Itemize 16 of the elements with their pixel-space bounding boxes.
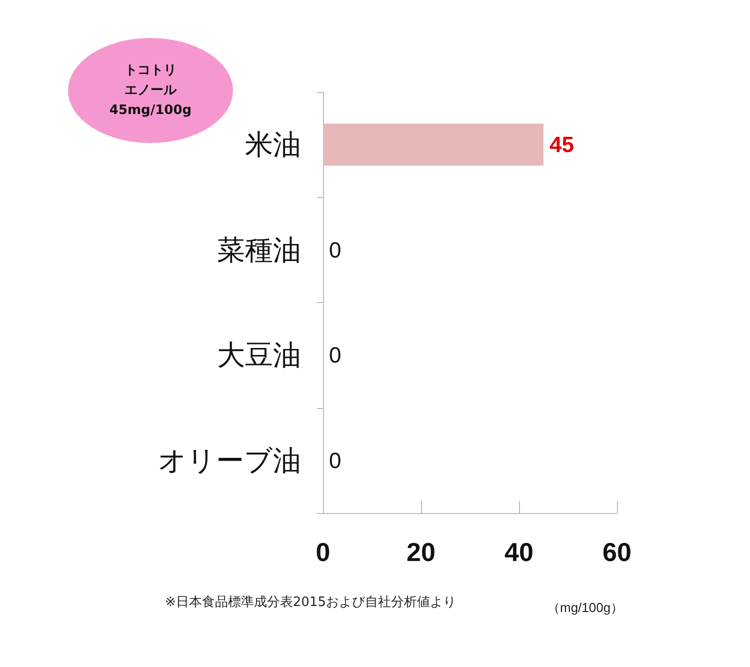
x-tick-label: 20 xyxy=(406,537,436,567)
data-label: 0 xyxy=(329,448,342,473)
data-label: 0 xyxy=(329,237,342,262)
y-tick-label: オリーブ油 xyxy=(158,444,301,477)
y-tick-label: 大豆油 xyxy=(217,338,301,372)
data-label: 45 xyxy=(550,132,574,158)
text: トコトリエノール xyxy=(123,62,178,100)
x-tick-label: 40 xyxy=(504,537,534,567)
x-tick-label: 0 xyxy=(316,537,330,567)
y-tick-label: 菜種油 xyxy=(217,233,301,266)
text: ※日本食品標準成分表2015および自社分析値より xyxy=(165,594,456,611)
data-label: 0 xyxy=(329,342,342,368)
x-axis-title: （mg/100g） xyxy=(547,600,624,615)
y-tick-label: 米油 xyxy=(245,128,301,162)
text: 45mg/100g xyxy=(109,102,192,120)
x-tick-label: 60 xyxy=(602,537,632,567)
